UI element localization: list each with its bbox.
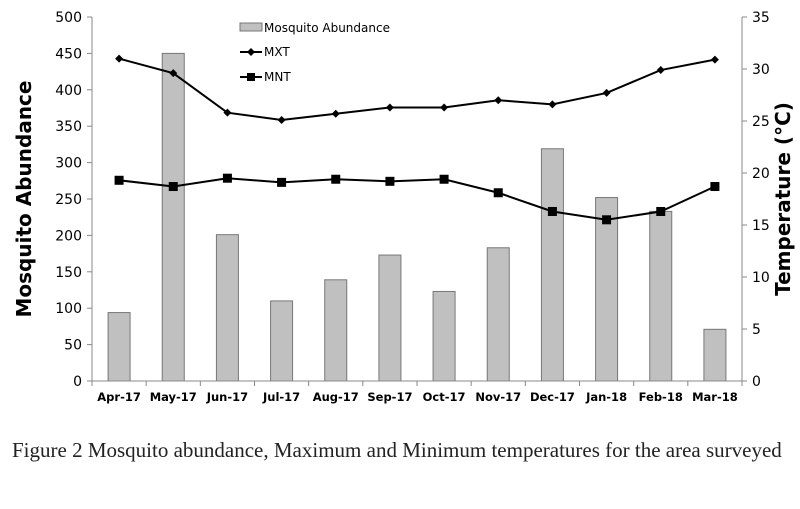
MXT-point — [223, 108, 232, 117]
legend-marker — [247, 48, 255, 56]
chart: 0 50 100 150 200 250 300 350 400 450 500 0 5 10 15 20 25… — [12, 10, 795, 404]
figure-caption: Figure 2 Mosquito abundance, Maximum and… — [12, 438, 782, 462]
y-tick-label: 500 — [55, 10, 82, 26]
x-tick-label: Jul-17 — [262, 390, 300, 404]
legend-label: MXT — [264, 45, 290, 59]
y-tick-label: 300 — [55, 156, 82, 172]
MXT-point — [385, 103, 394, 112]
MXT-point — [440, 103, 449, 112]
MNT-point — [277, 177, 287, 187]
bar-Apr-17 — [107, 312, 131, 382]
x-tick-label: Jan-18 — [585, 390, 627, 404]
y-axis-label: Mosquito Abundance — [12, 81, 36, 318]
bar-May-17 — [161, 52, 185, 382]
MXT-point — [710, 55, 719, 64]
MNT-line — [118, 177, 716, 221]
MNT-point — [385, 176, 395, 186]
bar-Jul-17 — [270, 300, 294, 382]
MXT-point — [277, 115, 286, 124]
y2-tick-label: 30 — [752, 62, 770, 78]
y2-tick-label: 35 — [752, 10, 770, 26]
x-tick-label: Apr-17 — [97, 390, 141, 404]
MNT-point — [493, 188, 503, 198]
MNT-point — [710, 182, 720, 192]
MNT-point — [331, 174, 341, 184]
MNT-point — [656, 206, 666, 216]
y2-tick-label: 0 — [752, 374, 761, 390]
y2-tick-label: 20 — [752, 166, 770, 182]
x-tick-label: Feb-18 — [639, 390, 683, 404]
MNT-point — [547, 206, 557, 216]
bar-Jun-17 — [215, 234, 239, 382]
y-tick-label: 50 — [64, 338, 82, 354]
x-tick-label: Mar-18 — [692, 390, 738, 404]
x-tick-label: Sep-17 — [367, 390, 412, 404]
y-tick-label: 350 — [55, 119, 82, 135]
y-tick-label: 450 — [55, 46, 82, 62]
x-tick-label: May-17 — [150, 390, 197, 404]
bar-Aug-17 — [324, 279, 348, 382]
MXT-point — [331, 109, 340, 118]
MXT-point — [656, 66, 665, 75]
bar-Oct-17 — [432, 290, 456, 382]
legend-label: Mosquito Abundance — [264, 21, 390, 35]
MNT-point — [222, 173, 232, 183]
bar-Mar-18 — [703, 328, 727, 382]
legend-label: MNT — [264, 70, 291, 84]
MXT-point — [115, 54, 124, 63]
y2-tick-label: 10 — [752, 270, 770, 286]
bar-Nov-17 — [486, 247, 510, 382]
MXT-point — [602, 88, 611, 97]
y-tick-label: 0 — [73, 374, 82, 390]
y-tick-label: 100 — [55, 301, 82, 317]
y2-tick-label: 5 — [752, 322, 761, 338]
MNT-point — [602, 215, 612, 225]
bar-Feb-18 — [649, 210, 673, 382]
legend-swatch-bar — [239, 22, 263, 32]
x-tick-label: Oct-17 — [423, 390, 466, 404]
bar-Jan-18 — [595, 197, 619, 382]
MNT-point — [168, 182, 178, 192]
MXT-line — [118, 57, 716, 121]
MXT-point — [169, 69, 178, 78]
y2-tick-label: 15 — [752, 218, 770, 234]
y-tick-label: 400 — [55, 83, 82, 99]
bar-Sep-17 — [378, 254, 402, 382]
bar-Dec-17 — [540, 148, 564, 382]
x-tick-label: Jun-17 — [206, 390, 248, 404]
x-tick-label: Dec-17 — [530, 390, 575, 404]
y-tick-label: 250 — [55, 192, 82, 208]
MNT-point — [439, 174, 449, 184]
y2-tick-label: 25 — [752, 114, 770, 130]
x-tick-label: Aug-17 — [313, 390, 359, 404]
MNT-point — [114, 175, 124, 185]
MXT-point — [494, 96, 503, 105]
y-tick-label: 150 — [55, 265, 82, 281]
x-tick-label: Nov-17 — [475, 390, 521, 404]
legend-marker — [247, 73, 255, 81]
y-tick-label: 200 — [55, 228, 82, 244]
y2-axis-label: Temperature (°C) — [771, 102, 795, 296]
MXT-point — [548, 100, 557, 109]
